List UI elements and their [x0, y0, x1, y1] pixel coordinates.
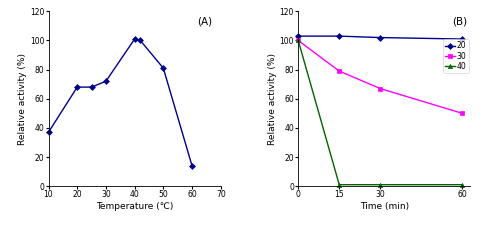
40 [295, 39, 301, 42]
X-axis label: Time (min): Time (min) [359, 202, 408, 211]
20 [335, 35, 341, 37]
40 [335, 183, 341, 186]
30 [295, 39, 301, 42]
20 [377, 36, 382, 39]
Line: 30: 30 [296, 38, 463, 115]
30 [377, 87, 382, 90]
Y-axis label: Relative activity (%): Relative activity (%) [18, 53, 27, 145]
Line: 20: 20 [296, 34, 463, 41]
20 [295, 35, 301, 37]
Text: (B): (B) [451, 17, 466, 27]
40 [458, 183, 464, 186]
Text: (A): (A) [197, 17, 212, 27]
X-axis label: Temperature (℃): Temperature (℃) [96, 202, 173, 211]
40 [377, 183, 382, 186]
30 [458, 112, 464, 115]
Line: 40: 40 [296, 38, 463, 187]
Y-axis label: Relative activity (%): Relative activity (%) [267, 53, 276, 145]
Legend: 20, 30, 40: 20, 30, 40 [442, 39, 468, 73]
20 [458, 38, 464, 40]
30 [335, 70, 341, 72]
